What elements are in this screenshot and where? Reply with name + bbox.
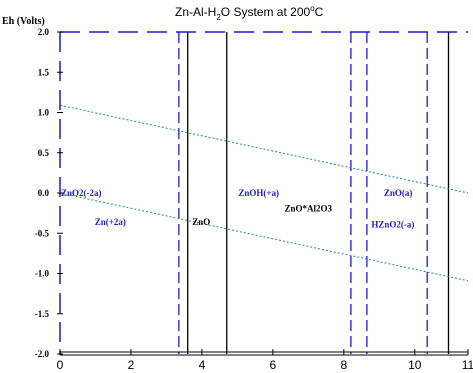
boundary-lines	[178, 32, 450, 354]
y-tick-label-0: 2.0	[38, 27, 50, 37]
x-tick-label-0: 0	[57, 358, 64, 372]
region-label-5: ZnO(a)	[384, 188, 413, 198]
x-tick-label-2: 4	[199, 358, 206, 372]
y-tick-label-6: -1.0	[35, 269, 50, 279]
x-tick-label-3: 6	[270, 358, 277, 372]
y-axis-ticks: 2.0 1.5 1.0 0.5 0.0 -0.5 -1.0 -1.5 -2.0	[35, 27, 63, 359]
x-tick-label-1: 2	[128, 358, 135, 372]
region-label-3: ZnOH(+a)	[238, 188, 279, 198]
y-tick-label-4: 0.0	[38, 188, 50, 198]
water-line-0	[59, 104, 469, 194]
y-tick-label-2: 1.0	[38, 108, 50, 118]
y-tick-label-5: -0.5	[35, 228, 50, 238]
region-label-6: HZnO2(-a)	[371, 219, 414, 229]
water-stability-lines	[59, 104, 469, 282]
x-axis-ticks: 0 2 4 6 8 10 11	[57, 349, 473, 372]
region-label-4: ZnO*Al2O3	[285, 203, 333, 213]
y-tick-label-7: -1.5	[35, 309, 50, 319]
region-labels: ZnO2(-2a) Zn(+2a) ZnO ZnOH(+a) ZnO*Al2O3 ZnO(…	[61, 188, 414, 229]
y-tick-label-8: -2.0	[35, 349, 50, 359]
region-label-2: ZnO	[192, 217, 210, 227]
y-tick-label-3: 0.5	[38, 148, 50, 158]
y-axis-label: Eh (Volts)	[2, 16, 45, 27]
x-tick-label-6: 11	[462, 358, 473, 372]
water-line-1	[59, 192, 469, 282]
x-tick-label-5: 10	[408, 358, 422, 372]
region-label-0: ZnO2(-2a)	[61, 188, 102, 198]
chart-title: Zn-Al-H2O System at 200oC	[175, 4, 324, 22]
x-tick-label-4: 8	[340, 358, 347, 372]
region-label-1: Zn(+2a)	[95, 217, 126, 227]
y-tick-label-1: 1.5	[38, 67, 50, 77]
